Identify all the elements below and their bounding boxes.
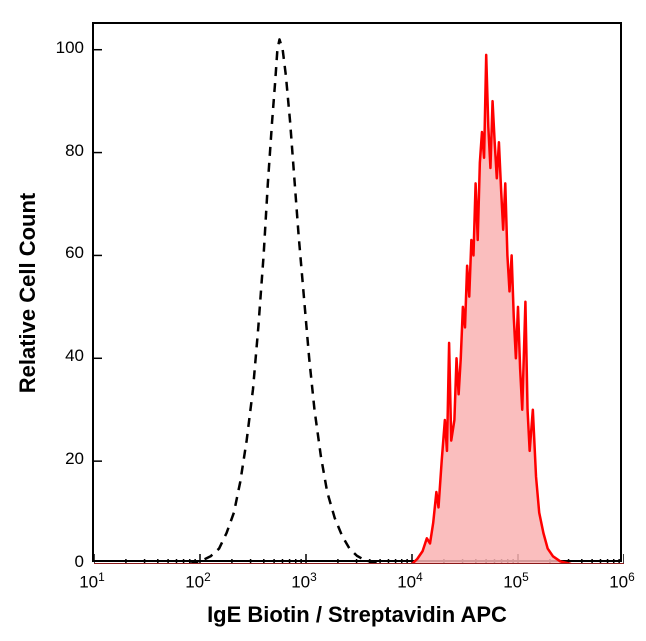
x-tick-label: 106 bbox=[609, 570, 635, 593]
y-tick-label: 100 bbox=[50, 38, 84, 58]
x-tick-label: 105 bbox=[503, 570, 529, 593]
x-tick-label: 103 bbox=[291, 570, 317, 593]
x-tick-label: 101 bbox=[79, 570, 105, 593]
y-tick-label: 60 bbox=[50, 243, 84, 263]
series-line-control bbox=[189, 39, 382, 564]
x-tick-label: 104 bbox=[397, 570, 423, 593]
y-tick-label: 0 bbox=[50, 552, 84, 572]
plot-area bbox=[92, 22, 622, 562]
y-axis-label: Relative Cell Count bbox=[15, 183, 41, 403]
y-tick-label: 80 bbox=[50, 141, 84, 161]
y-tick-label: 40 bbox=[50, 346, 84, 366]
x-tick-label: 102 bbox=[185, 570, 211, 593]
histogram-chart: Relative Cell Count IgE Biotin / Strepta… bbox=[0, 0, 646, 641]
x-axis-label: IgE Biotin / Streptavidin APC bbox=[92, 602, 622, 628]
plot-svg bbox=[94, 24, 624, 564]
y-tick-label: 20 bbox=[50, 449, 84, 469]
